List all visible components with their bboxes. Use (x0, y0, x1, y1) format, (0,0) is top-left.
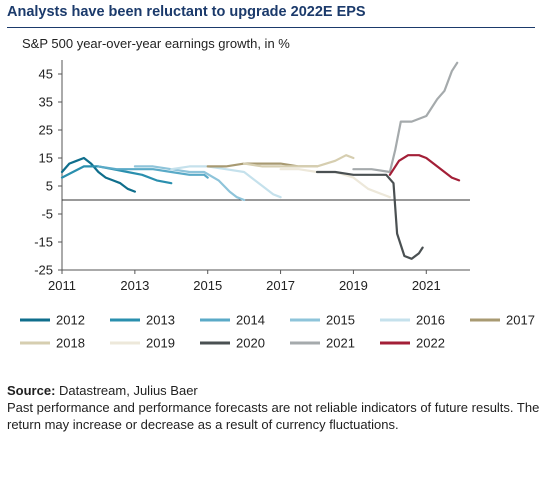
y-tick-label: 25 (39, 123, 53, 138)
legend-label-2018: 2018 (56, 336, 85, 351)
chart-series-group (60, 61, 461, 260)
source-value: Datastream, Julius Baer (59, 383, 198, 398)
x-tick-label: 2011 (48, 278, 76, 293)
disclaimer-text: Past performance and performance forecas… (7, 400, 540, 432)
title-rule (7, 27, 535, 28)
source-line: Source: Datastream, Julius Baer (7, 382, 542, 399)
chart-title: Analysts have been reluctant to upgrade … (7, 4, 366, 20)
legend-label-2019: 2019 (146, 336, 175, 351)
legend-label-2020: 2020 (236, 336, 265, 351)
series-line-2012 (60, 156, 136, 193)
series-line-2014 (97, 165, 209, 179)
series-line-2015 (133, 165, 246, 202)
source-label: Source: (7, 383, 56, 398)
series-line-2016 (170, 165, 282, 199)
legend-label-2015: 2015 (326, 313, 355, 328)
legend-label-2022: 2022 (416, 336, 445, 351)
x-tick-label: 2019 (339, 278, 368, 293)
series-line-2018 (243, 154, 355, 168)
y-tick-label: -15 (34, 235, 53, 250)
x-tick-label: 2017 (266, 278, 295, 293)
x-tick-label: 2021 (412, 278, 441, 293)
chart-subtitle: S&P 500 year-over-year earnings growth, … (22, 36, 290, 51)
series-line-2019 (279, 168, 391, 199)
series-line-2022 (388, 154, 461, 182)
y-tick-label: 15 (39, 151, 53, 166)
source-block: Source: Datastream, Julius Baer Past per… (7, 382, 542, 433)
x-tick-label: 2013 (120, 278, 149, 293)
y-tick-label: -5 (41, 207, 53, 222)
series-line-2021 (352, 61, 459, 174)
legend-label-2013: 2013 (146, 313, 175, 328)
legend-label-2021: 2021 (326, 336, 355, 351)
y-tick-label: 5 (46, 179, 53, 194)
chart-legend: 2012 2013 2014 2015 2016 2017 2018 2019 2020 2021… (20, 313, 535, 351)
series-line-2020 (315, 170, 424, 260)
y-tick-label: 45 (39, 67, 53, 82)
legend-label-2014: 2014 (236, 313, 265, 328)
legend-label-2017: 2017 (506, 313, 535, 328)
x-tick-label: 2015 (193, 278, 222, 293)
y-tick-label: -25 (34, 263, 53, 278)
y-tick-label: 35 (39, 95, 53, 110)
legend-label-2016: 2016 (416, 313, 445, 328)
legend-label-2012: 2012 (56, 313, 85, 328)
